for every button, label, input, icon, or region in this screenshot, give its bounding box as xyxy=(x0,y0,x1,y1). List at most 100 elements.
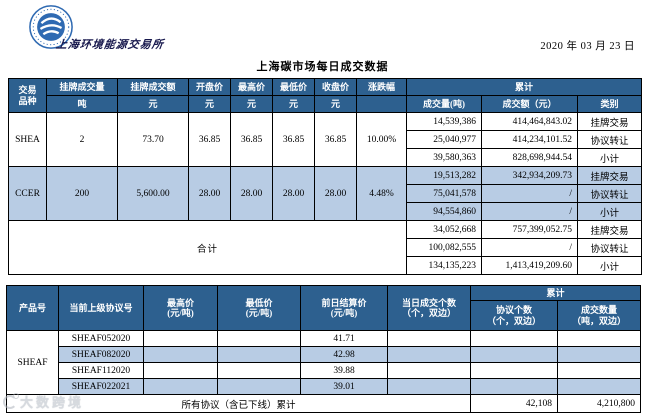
cum-count-cell xyxy=(470,378,558,395)
col-open-unit: 元 xyxy=(188,95,231,113)
settle-cell: 39.01 xyxy=(300,378,388,395)
col-open: 开盘价 xyxy=(188,78,231,96)
category-cell: 小计 xyxy=(577,148,642,167)
cum-qty-cell xyxy=(556,362,642,379)
cum-volume-cell: 94,554,860 xyxy=(406,202,482,221)
cum-volume-cell: 19,513,282 xyxy=(406,166,482,185)
col-cum-qty-line1: 成交数量 xyxy=(581,305,618,316)
col-cumulative-group: 累计 xyxy=(406,78,642,96)
col-listed-volume: 挂牌成交量 xyxy=(46,78,118,96)
open-cell: 28.00 xyxy=(188,166,231,221)
settle-cell: 39.88 xyxy=(300,362,388,379)
table-row: 合计 34,052,668 757,399,052.75 挂牌交易 xyxy=(8,220,642,275)
col-listed-volume-unit: 吨 xyxy=(46,95,118,113)
col-prev-settle: 前日结算价 (元/吨) xyxy=(300,285,388,331)
col-low-price-line1: 最低价 xyxy=(245,297,273,308)
table-row: 所有协议（含已下线）累计 42,108 4,210,800 xyxy=(6,394,642,413)
col-cum-count-line2: （个，双边） xyxy=(486,315,541,326)
agreement-cell: SHEAF112020 xyxy=(58,362,144,379)
category-cell: 挂牌交易 xyxy=(577,166,642,185)
col-variety-line2: 品种 xyxy=(18,95,37,106)
col-high-unit: 元 xyxy=(230,95,273,113)
cum-volume-cell: 25,040,977 xyxy=(406,130,482,149)
cum-amount-cell: / xyxy=(481,202,578,221)
org-name: 上海环境能源交易所 xyxy=(55,39,165,51)
col-today-count: 当日成交个数 （个，双边） xyxy=(387,285,471,331)
cum-count-cell xyxy=(470,330,558,347)
sheaf-products-table: 产品号 当前上级协议号 最高价 (元/吨) 最低价 (元/吨) 前日结算价 (元… xyxy=(6,285,642,413)
cum-volume-cell: 134,135,223 xyxy=(406,256,482,275)
category-cell: 小计 xyxy=(577,256,642,275)
col-cum-amount: 成交额（元） xyxy=(481,95,578,113)
listed-volume-cell: 2 xyxy=(46,112,118,167)
col-cum-count-line1: 协议个数 xyxy=(495,305,532,316)
table-row: SHEA 2 73.70 36.85 36.85 36.85 36.85 10.… xyxy=(8,112,642,167)
low-cell xyxy=(217,330,301,347)
col-high: 最高价 xyxy=(230,78,273,96)
col-low-price-line2: (元/吨) xyxy=(245,308,273,318)
open-cell: 36.85 xyxy=(188,112,231,167)
cum-amount-cell: 828,698,944.54 xyxy=(481,148,578,167)
cum-count-cell xyxy=(470,346,558,363)
category-cell: 协议转让 xyxy=(577,184,642,203)
col-category: 类别 xyxy=(577,95,642,113)
table-row: CCER 200 5,600.00 28.00 28.00 28.00 28.0… xyxy=(8,166,642,221)
col-cum-count: 协议个数 （个，双边） xyxy=(470,300,558,331)
col-variety: 交易 品种 xyxy=(8,78,47,113)
low-cell: 36.85 xyxy=(272,112,315,167)
table-row: 134,135,223 1,413,419,209.60 小计 xyxy=(9,256,642,275)
col-listed-amount: 挂牌成交额 xyxy=(117,78,189,96)
col-close-unit: 元 xyxy=(314,95,357,113)
cum-volume-cell: 75,041,578 xyxy=(406,184,482,203)
total-cum-count-cell: 42,108 xyxy=(470,394,558,413)
col-today-count-line2: （个，双边） xyxy=(401,308,456,318)
cum-qty-cell xyxy=(556,330,642,347)
variety-cell: SHEA xyxy=(8,112,47,167)
listed-amount-cell: 73.70 xyxy=(117,112,189,167)
col-cumulative-group: 累计 xyxy=(469,285,642,301)
col-cum-qty-line2: （吨，双边） xyxy=(572,315,627,326)
agreement-cell: SHEAF052020 xyxy=(58,330,144,347)
col-listed-amount-unit: 元 xyxy=(117,95,189,113)
col-high-price-line1: 最高价 xyxy=(166,297,194,308)
settle-cell: 42.98 xyxy=(300,346,388,363)
table-row: 75,041,578 / 协议转让 xyxy=(9,184,642,203)
cum-volume-cell: 100,082,555 xyxy=(406,238,482,257)
category-cell: 小计 xyxy=(577,202,642,221)
agreement-cell: SHEAF082020 xyxy=(58,346,144,363)
agreement-cell: SHEAF022021 xyxy=(58,378,144,395)
change-cell: 10.00% xyxy=(356,112,407,167)
today-count-cell xyxy=(387,330,471,347)
carbon-market-table: 交易 品种 挂牌成交量 挂牌成交额 开盘价 最高价 最低价 收盘价 涨跌幅 累计… xyxy=(8,78,642,275)
product-group-cell: SHEAF xyxy=(6,330,59,395)
cum-qty-cell xyxy=(556,378,642,395)
settle-cell: 41.71 xyxy=(300,330,388,347)
high-cell: 28.00 xyxy=(230,166,273,221)
high-cell: 36.85 xyxy=(230,112,273,167)
category-cell: 协议转让 xyxy=(577,130,642,149)
cum-amount-cell: 414,234,101.52 xyxy=(481,130,578,149)
variety-cell: CCER xyxy=(8,166,47,221)
table-row: SHEAF082020 42.98 xyxy=(7,346,642,363)
close-cell: 36.85 xyxy=(314,112,357,167)
low-cell xyxy=(217,346,301,363)
today-count-cell xyxy=(387,362,471,379)
close-cell: 28.00 xyxy=(314,166,357,221)
low-cell: 28.00 xyxy=(272,166,315,221)
col-change-unit xyxy=(356,95,407,113)
col-variety-line1: 交易 xyxy=(18,85,37,96)
col-prev-settle-line2: (元/吨) xyxy=(330,308,358,318)
category-cell: 挂牌交易 xyxy=(577,112,642,131)
col-high-price-line2: (元/吨) xyxy=(167,308,194,318)
page-title: 上海碳市场每日成交数据 xyxy=(256,61,389,73)
high-cell xyxy=(143,330,218,347)
category-cell: 协议转让 xyxy=(577,238,642,257)
today-count-cell xyxy=(387,378,471,395)
total-label-cell: 合计 xyxy=(8,220,407,275)
cum-qty-cell xyxy=(556,346,642,363)
col-prev-settle-line1: 前日结算价 xyxy=(321,297,367,308)
col-agreement-no: 当前上级协议号 xyxy=(58,285,144,331)
table-row: 100,082,555 / 协议转让 xyxy=(9,238,642,257)
exchange-logo-icon xyxy=(29,5,73,49)
all-agreements-total-label: 所有协议（含已下线）累计 xyxy=(6,394,471,413)
